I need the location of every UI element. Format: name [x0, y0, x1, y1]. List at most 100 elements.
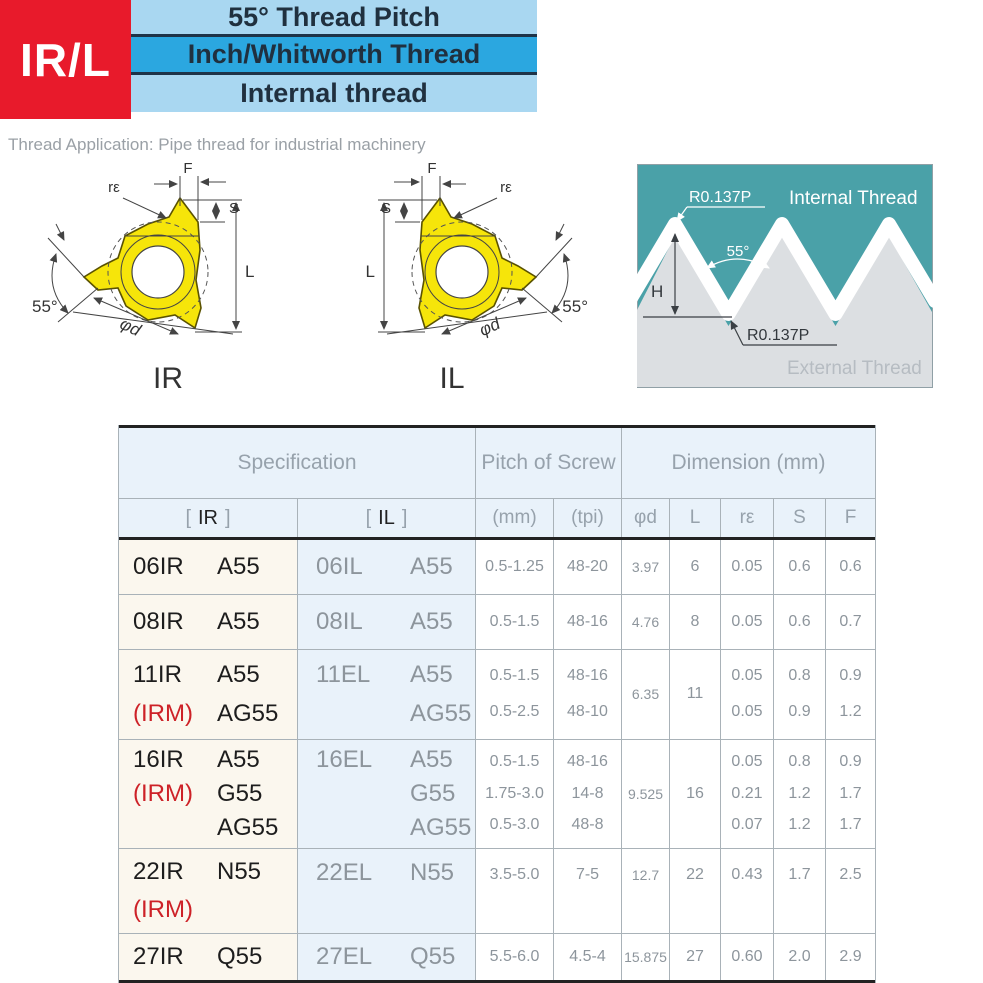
- dim-phid-cell: 6.35: [622, 650, 670, 739]
- header-mm: (mm): [476, 499, 554, 537]
- value-line: 0.05: [731, 612, 763, 630]
- value-line: 0.5-3.0: [489, 816, 540, 834]
- value-line: 1.7: [788, 865, 811, 883]
- spec-code: 08IL: [316, 608, 363, 635]
- title-thread-type: Inch/Whitworth Thread: [131, 34, 537, 75]
- spec-line: (IRM) G55: [119, 780, 297, 808]
- spec-line: 16EL A55: [298, 746, 475, 774]
- spec-ir-cell: 16IR A55 (IRM) G55 AG55: [119, 740, 298, 848]
- spec-code: 27EL: [316, 943, 373, 970]
- dim-l-label: L: [245, 262, 254, 281]
- spec-il-cell: 06IL A55: [298, 540, 476, 594]
- spec-line: 06IR A55: [119, 553, 297, 581]
- value-line: 12.7: [631, 866, 660, 883]
- table-row: 06IR A55 06IL A55 0.5-1.25 48-20 3.97 6 0.05 0.6 0…: [119, 540, 875, 594]
- spec-code: 06IL: [316, 553, 363, 580]
- value-line: 0.05: [731, 557, 763, 575]
- spec-il-cell: 08IL A55: [298, 595, 476, 649]
- value-line: 0.5-1.5: [489, 753, 540, 771]
- header-re: rε: [721, 499, 774, 537]
- header-specification: Specification: [119, 428, 476, 498]
- spec-code: (IRM): [133, 700, 193, 727]
- spec-table: Specification Pitch of Screw Dimension (…: [118, 425, 876, 983]
- spec-grade: G55: [217, 780, 263, 807]
- spec-il-cell: 27EL Q55: [298, 934, 476, 980]
- value-line: 0.05: [731, 667, 763, 685]
- value-line: 5.5-6.0: [489, 947, 540, 965]
- spec-code: 22IR: [133, 858, 184, 886]
- value-line: 4.76: [631, 613, 660, 630]
- pitch-mm-cell: 0.5-1.5: [476, 595, 554, 649]
- title-thread-pitch: 55° Thread Pitch: [131, 0, 537, 34]
- value-line: [721, 900, 773, 916]
- dim-angle-label: 55°: [562, 297, 588, 316]
- dim-F-cell: 2.9: [826, 934, 875, 980]
- value-line: 0.5-1.25: [485, 557, 544, 575]
- dim-re-label: rε: [500, 179, 512, 196]
- dim-phid-cell: 4.76: [622, 595, 670, 649]
- spec-line: (IRM) AG55: [119, 700, 297, 728]
- value-line: [670, 900, 720, 916]
- spec-line: 08IR A55: [119, 608, 297, 636]
- dim-re-cell: 0.05 0.05: [721, 650, 774, 739]
- spec-grade: N55: [410, 859, 455, 886]
- header-L: L: [670, 499, 721, 537]
- spec-il-cell: 22EL N55: [298, 849, 476, 933]
- value-line: 0.9: [839, 753, 862, 771]
- spec-il-cell: 16EL A55 G55 AG55: [298, 740, 476, 848]
- dim-L-cell: 16: [670, 740, 721, 848]
- table-header-rule: [119, 537, 875, 540]
- dim-F-cell: 0.7: [826, 595, 875, 649]
- dim-L-cell: 11: [670, 650, 721, 739]
- dim-phid-cell: 12.7: [622, 849, 670, 933]
- value-line: 22: [686, 865, 704, 883]
- table-row: 27IR Q55 27EL Q55 5.5-6.0 4.5-4 15.875 27 0.60 2.…: [119, 933, 875, 980]
- ir-insert-diagram: F rε S L 55° φd: [32, 160, 254, 340]
- table-rows: 06IR A55 06IL A55 0.5-1.25 48-20 3.97 6 0.05 0.6 0…: [119, 540, 875, 980]
- spec-ir-cell: 06IR A55: [119, 540, 298, 594]
- spec-code: 16EL: [316, 746, 373, 773]
- dim-L-cell: 6: [670, 540, 721, 594]
- dim-re-cell: 0.05: [721, 540, 774, 594]
- dim-F-cell: 0.9 1.2: [826, 650, 875, 739]
- dim-re-cell: 0.43: [721, 849, 774, 933]
- dim-S-cell: 0.8 0.9: [774, 650, 826, 739]
- center-hole: [435, 245, 489, 299]
- ir-diagram-caption: IR: [153, 362, 183, 395]
- value-line: [826, 900, 875, 916]
- dim-S-cell: 0.8 1.2 1.2: [774, 740, 826, 848]
- spec-line: 11EL A55: [298, 661, 475, 689]
- table-row: 11IR A55 (IRM) AG55 11EL A55 AG55 0.5-1.5 0.5-2.…: [119, 649, 875, 739]
- table-row: 08IR A55 08IL A55 0.5-1.5 48-16 4.76 8 0.05 0.6 0.…: [119, 594, 875, 649]
- spec-grade: G55: [410, 780, 456, 807]
- value-line: 48-16: [567, 753, 608, 771]
- inscribed-circle: [107, 221, 209, 323]
- spec-line: AG55: [298, 700, 475, 728]
- header-il: [ IL ]: [298, 499, 476, 537]
- spec-line: AG55: [298, 814, 475, 842]
- external-thread-area: [637, 236, 932, 387]
- dim-F-cell: 2.5: [826, 849, 875, 933]
- profile-angle-label: 55°: [727, 243, 750, 260]
- il-diagram-caption: IL: [439, 362, 465, 395]
- value-line: 16: [686, 784, 704, 802]
- spec-line: 22IR N55: [119, 858, 297, 886]
- value-line: 0.05: [731, 703, 763, 721]
- value-line: 48-20: [567, 557, 608, 575]
- dim-re-label: rε: [108, 179, 120, 196]
- spec-grade: A55: [410, 608, 453, 635]
- value-line: 0.7: [839, 612, 862, 630]
- table-top-rule: [119, 425, 875, 428]
- value-line: 3.5-5.0: [489, 865, 540, 883]
- spec-code: 16IR: [133, 746, 184, 773]
- spec-line: AG55: [119, 814, 297, 842]
- header-ir: [ IR ]: [119, 499, 298, 537]
- dim-L-cell: 27: [670, 934, 721, 980]
- height-label: H: [651, 282, 663, 301]
- spec-line: 22EL N55: [298, 859, 475, 887]
- value-line: 48-8: [571, 816, 604, 834]
- spec-grade: A55: [410, 661, 453, 688]
- value-line: 15.875: [624, 948, 667, 965]
- spec-grade: A55: [217, 608, 260, 635]
- dim-s-label: S: [381, 200, 391, 217]
